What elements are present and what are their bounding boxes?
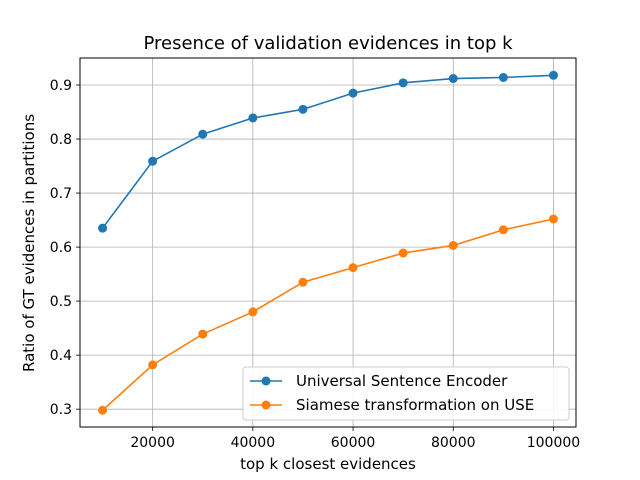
series-2: [98, 214, 558, 415]
x-axis-label: top k closest evidences: [240, 455, 416, 473]
y-tick-label: 0.9: [50, 78, 72, 94]
x-tick-label: 80000: [431, 435, 476, 451]
chart-title: Presence of validation evidences in top …: [143, 33, 513, 54]
series-line: [102, 218, 554, 411]
data-point: [148, 156, 158, 166]
data-point: [198, 129, 208, 139]
data-point: [498, 225, 508, 235]
data-point: [298, 277, 308, 287]
y-axis-label: Ratio of GT evidences in partitions: [20, 114, 38, 372]
data-point: [348, 263, 358, 273]
series-line: [101, 74, 554, 229]
data-point: [448, 74, 458, 84]
x-axis: 20000 40000 60000 80000 100000: [130, 427, 580, 451]
data-point: [498, 72, 508, 82]
data-point: [398, 248, 408, 258]
data-point: [398, 78, 408, 88]
legend: Universal Sentence Encoder Siamese transf…: [242, 366, 570, 421]
y-tick-label: 0.4: [50, 348, 72, 364]
y-tick-label: 0.6: [50, 240, 72, 256]
data-point: [348, 88, 358, 98]
legend-item: Siamese transformation on USE: [250, 396, 534, 414]
x-tick-label: 100000: [527, 435, 580, 451]
data-point: [248, 113, 258, 123]
x-tick-label: 60000: [331, 435, 376, 451]
grid-lines: [80, 58, 576, 427]
data-point: [548, 70, 558, 80]
y-tick-label: 0.8: [50, 132, 72, 148]
y-tick-label: 0.3: [50, 402, 72, 418]
y-tick-label: 0.5: [50, 294, 72, 310]
data-point: [98, 405, 108, 415]
y-axis: 0.3 0.4 0.5 0.6 0.7 0.8 0.9: [50, 78, 80, 418]
data-point: [98, 223, 108, 233]
y-tick-label: 0.7: [50, 186, 72, 202]
data-point: [548, 214, 558, 224]
data-point: [248, 307, 258, 317]
legend-marker: [261, 376, 271, 386]
x-tick-label: 20000: [130, 435, 175, 451]
x-tick-label: 40000: [231, 435, 276, 451]
legend-box: [242, 366, 570, 421]
data-point: [198, 329, 208, 339]
legend-item: Universal Sentence Encoder: [250, 372, 508, 390]
series-layer: [98, 70, 558, 415]
plot-frame: [79, 57, 577, 428]
data-point: [148, 360, 158, 370]
legend-label: Siamese transformation on USE: [296, 396, 534, 414]
legend-label: Universal Sentence Encoder: [296, 372, 508, 390]
data-point: [448, 240, 458, 250]
series-1: [98, 70, 558, 233]
legend-marker: [261, 400, 271, 410]
data-point: [298, 104, 308, 114]
